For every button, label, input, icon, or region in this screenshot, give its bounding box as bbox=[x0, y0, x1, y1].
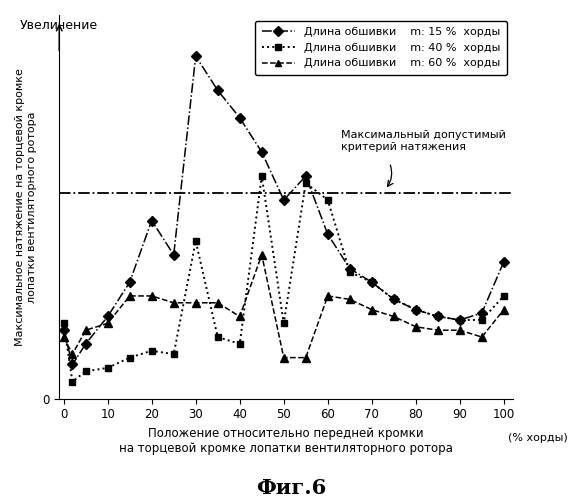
Длина обшивки    m: 40 %  хорды: (0, 0.22): 40 % хорды: (0, 0.22) bbox=[60, 320, 67, 326]
Legend: Длина обшивки    m: 15 %  хорды, Длина обшивки    m: 40 %  хорды, Длина обшивки : Длина обшивки m: 15 % хорды, Длина обшив… bbox=[255, 20, 507, 75]
X-axis label: Положение относительно передней кромки
на торцевой кромке лопатки вентиляторного: Положение относительно передней кромки н… bbox=[119, 427, 453, 455]
Длина обшивки    m: 60 %  хорды: (95, 0.18): 60 % хорды: (95, 0.18) bbox=[478, 334, 485, 340]
Длина обшивки    m: 15 %  хорды: (95, 0.25): 15 % хорды: (95, 0.25) bbox=[478, 310, 485, 316]
Длина обшивки    m: 60 %  хорды: (15, 0.3): 60 % хорды: (15, 0.3) bbox=[126, 293, 133, 299]
Длина обшивки    m: 15 %  хорды: (50, 0.58): 15 % хорды: (50, 0.58) bbox=[280, 197, 287, 203]
Длина обшивки    m: 40 %  хорды: (65, 0.37): 40 % хорды: (65, 0.37) bbox=[346, 269, 353, 275]
Длина обшивки    m: 15 %  хорды: (100, 0.4): 15 % хорды: (100, 0.4) bbox=[500, 258, 507, 264]
Y-axis label: Максимальное натяжение на торцевой кромке
лопатки вентиляторного ротора: Максимальное натяжение на торцевой кромк… bbox=[15, 68, 37, 346]
Длина обшивки    m: 40 %  хорды: (50, 0.22): 40 % хорды: (50, 0.22) bbox=[280, 320, 287, 326]
Длина обшивки    m: 40 %  хорды: (30, 0.46): 40 % хорды: (30, 0.46) bbox=[192, 238, 199, 244]
Длина обшивки    m: 60 %  хорды: (100, 0.26): 60 % хорды: (100, 0.26) bbox=[500, 306, 507, 312]
Line: Длина обшивки    m: 60 %  хорды: Длина обшивки m: 60 % хорды bbox=[60, 251, 508, 362]
Длина обшивки    m: 60 %  хорды: (5, 0.2): 60 % хорды: (5, 0.2) bbox=[82, 327, 89, 333]
Длина обшивки    m: 40 %  хорды: (75, 0.29): 40 % хорды: (75, 0.29) bbox=[390, 296, 397, 302]
Длина обшивки    m: 15 %  хорды: (5, 0.16): 15 % хорды: (5, 0.16) bbox=[82, 341, 89, 347]
Длина обшивки    m: 60 %  хорды: (80, 0.21): 60 % хорды: (80, 0.21) bbox=[412, 324, 419, 330]
Длина обшивки    m: 15 %  хорды: (40, 0.82): 15 % хорды: (40, 0.82) bbox=[236, 115, 243, 121]
Text: Фиг.6: Фиг.6 bbox=[257, 478, 326, 498]
Длина обшивки    m: 60 %  хорды: (40, 0.24): 60 % хорды: (40, 0.24) bbox=[236, 314, 243, 320]
Длина обшивки    m: 60 %  хорды: (25, 0.28): 60 % хорды: (25, 0.28) bbox=[170, 300, 177, 306]
Длина обшивки    m: 15 %  хорды: (10, 0.24): 15 % хорды: (10, 0.24) bbox=[104, 314, 111, 320]
Длина обшивки    m: 40 %  хорды: (45, 0.65): 40 % хорды: (45, 0.65) bbox=[258, 173, 265, 179]
Text: (% хорды): (% хорды) bbox=[508, 433, 568, 443]
Длина обшивки    m: 40 %  хорды: (40, 0.16): 40 % хорды: (40, 0.16) bbox=[236, 341, 243, 347]
Длина обшивки    m: 60 %  хорды: (30, 0.28): 60 % хорды: (30, 0.28) bbox=[192, 300, 199, 306]
Длина обшивки    m: 60 %  хорды: (65, 0.29): 60 % хорды: (65, 0.29) bbox=[346, 296, 353, 302]
Длина обшивки    m: 40 %  хорды: (85, 0.24): 40 % хорды: (85, 0.24) bbox=[434, 314, 441, 320]
Line: Длина обшивки    m: 40 %  хорды: Длина обшивки m: 40 % хорды bbox=[61, 173, 507, 384]
Длина обшивки    m: 60 %  хорды: (75, 0.24): 60 % хорды: (75, 0.24) bbox=[390, 314, 397, 320]
Длина обшивки    m: 40 %  хорды: (20, 0.14): 40 % хорды: (20, 0.14) bbox=[148, 348, 155, 354]
Line: Длина обшивки    m: 15 %  хорды: Длина обшивки m: 15 % хорды bbox=[60, 52, 508, 368]
Длина обшивки    m: 40 %  хорды: (35, 0.18): 40 % хорды: (35, 0.18) bbox=[214, 334, 221, 340]
Длина обшивки    m: 60 %  хорды: (10, 0.22): 60 % хорды: (10, 0.22) bbox=[104, 320, 111, 326]
Длина обшивки    m: 40 %  хорды: (70, 0.34): 40 % хорды: (70, 0.34) bbox=[368, 279, 375, 285]
Длина обшивки    m: 60 %  хорды: (20, 0.3): 60 % хорды: (20, 0.3) bbox=[148, 293, 155, 299]
Длина обшивки    m: 15 %  хорды: (0, 0.2): 15 % хорды: (0, 0.2) bbox=[60, 327, 67, 333]
Длина обшивки    m: 40 %  хорды: (95, 0.23): 40 % хорды: (95, 0.23) bbox=[478, 317, 485, 323]
Длина обшивки    m: 15 %  хорды: (35, 0.9): 15 % хорды: (35, 0.9) bbox=[214, 88, 221, 94]
Длина обшивки    m: 40 %  хорды: (55, 0.63): 40 % хорды: (55, 0.63) bbox=[302, 180, 309, 186]
Длина обшивки    m: 40 %  хорды: (60, 0.58): 40 % хорды: (60, 0.58) bbox=[324, 197, 331, 203]
Text: Увеличение: Увеличение bbox=[20, 19, 98, 32]
Длина обшивки    m: 15 %  хорды: (60, 0.48): 15 % хорды: (60, 0.48) bbox=[324, 232, 331, 237]
Длина обшивки    m: 15 %  хорды: (55, 0.65): 15 % хорды: (55, 0.65) bbox=[302, 173, 309, 179]
Длина обшивки    m: 40 %  хорды: (90, 0.23): 40 % хорды: (90, 0.23) bbox=[456, 317, 463, 323]
Длина обшивки    m: 40 %  хорды: (2, 0.05): 40 % хорды: (2, 0.05) bbox=[69, 378, 76, 384]
Длина обшивки    m: 15 %  хорды: (70, 0.34): 15 % хорды: (70, 0.34) bbox=[368, 279, 375, 285]
Длина обшивки    m: 40 %  хорды: (5, 0.08): 40 % хорды: (5, 0.08) bbox=[82, 368, 89, 374]
Длина обшивки    m: 60 %  хорды: (70, 0.26): 60 % хорды: (70, 0.26) bbox=[368, 306, 375, 312]
Длина обшивки    m: 40 %  хорды: (25, 0.13): 40 % хорды: (25, 0.13) bbox=[170, 351, 177, 357]
Длина обшивки    m: 15 %  хорды: (75, 0.29): 15 % хорды: (75, 0.29) bbox=[390, 296, 397, 302]
Длина обшивки    m: 60 %  хорды: (35, 0.28): 60 % хорды: (35, 0.28) bbox=[214, 300, 221, 306]
Длина обшивки    m: 15 %  хорды: (90, 0.23): 15 % хорды: (90, 0.23) bbox=[456, 317, 463, 323]
Длина обшивки    m: 40 %  хорды: (100, 0.3): 40 % хорды: (100, 0.3) bbox=[500, 293, 507, 299]
Длина обшивки    m: 15 %  хорды: (65, 0.38): 15 % хорды: (65, 0.38) bbox=[346, 266, 353, 272]
Длина обшивки    m: 60 %  хорды: (60, 0.3): 60 % хорды: (60, 0.3) bbox=[324, 293, 331, 299]
Длина обшивки    m: 60 %  хорды: (90, 0.2): 60 % хорды: (90, 0.2) bbox=[456, 327, 463, 333]
Длина обшивки    m: 15 %  хорды: (2, 0.1): 15 % хорды: (2, 0.1) bbox=[69, 362, 76, 368]
Длина обшивки    m: 60 %  хорды: (0, 0.18): 60 % хорды: (0, 0.18) bbox=[60, 334, 67, 340]
Длина обшивки    m: 60 %  хорды: (55, 0.12): 60 % хорды: (55, 0.12) bbox=[302, 354, 309, 360]
Длина обшивки    m: 40 %  хорды: (15, 0.12): 40 % хорды: (15, 0.12) bbox=[126, 354, 133, 360]
Длина обшивки    m: 60 %  хорды: (45, 0.42): 60 % хорды: (45, 0.42) bbox=[258, 252, 265, 258]
Длина обшивки    m: 60 %  хорды: (2, 0.13): 60 % хорды: (2, 0.13) bbox=[69, 351, 76, 357]
Длина обшивки    m: 15 %  хорды: (85, 0.24): 15 % хорды: (85, 0.24) bbox=[434, 314, 441, 320]
Длина обшивки    m: 40 %  хорды: (80, 0.26): 40 % хорды: (80, 0.26) bbox=[412, 306, 419, 312]
Text: Максимальный допустимый
критерий натяжения: Максимальный допустимый критерий натяжен… bbox=[341, 130, 506, 152]
Длина обшивки    m: 60 %  хорды: (85, 0.2): 60 % хорды: (85, 0.2) bbox=[434, 327, 441, 333]
Длина обшивки    m: 60 %  хорды: (50, 0.12): 60 % хорды: (50, 0.12) bbox=[280, 354, 287, 360]
Длина обшивки    m: 15 %  хорды: (20, 0.52): 15 % хорды: (20, 0.52) bbox=[148, 218, 155, 224]
Длина обшивки    m: 15 %  хорды: (25, 0.42): 15 % хорды: (25, 0.42) bbox=[170, 252, 177, 258]
Длина обшивки    m: 40 %  хорды: (10, 0.09): 40 % хорды: (10, 0.09) bbox=[104, 365, 111, 371]
Длина обшивки    m: 15 %  хорды: (45, 0.72): 15 % хорды: (45, 0.72) bbox=[258, 149, 265, 155]
Длина обшивки    m: 15 %  хорды: (15, 0.34): 15 % хорды: (15, 0.34) bbox=[126, 279, 133, 285]
Длина обшивки    m: 15 %  хорды: (80, 0.26): 15 % хорды: (80, 0.26) bbox=[412, 306, 419, 312]
Длина обшивки    m: 15 %  хорды: (30, 1): 15 % хорды: (30, 1) bbox=[192, 53, 199, 59]
